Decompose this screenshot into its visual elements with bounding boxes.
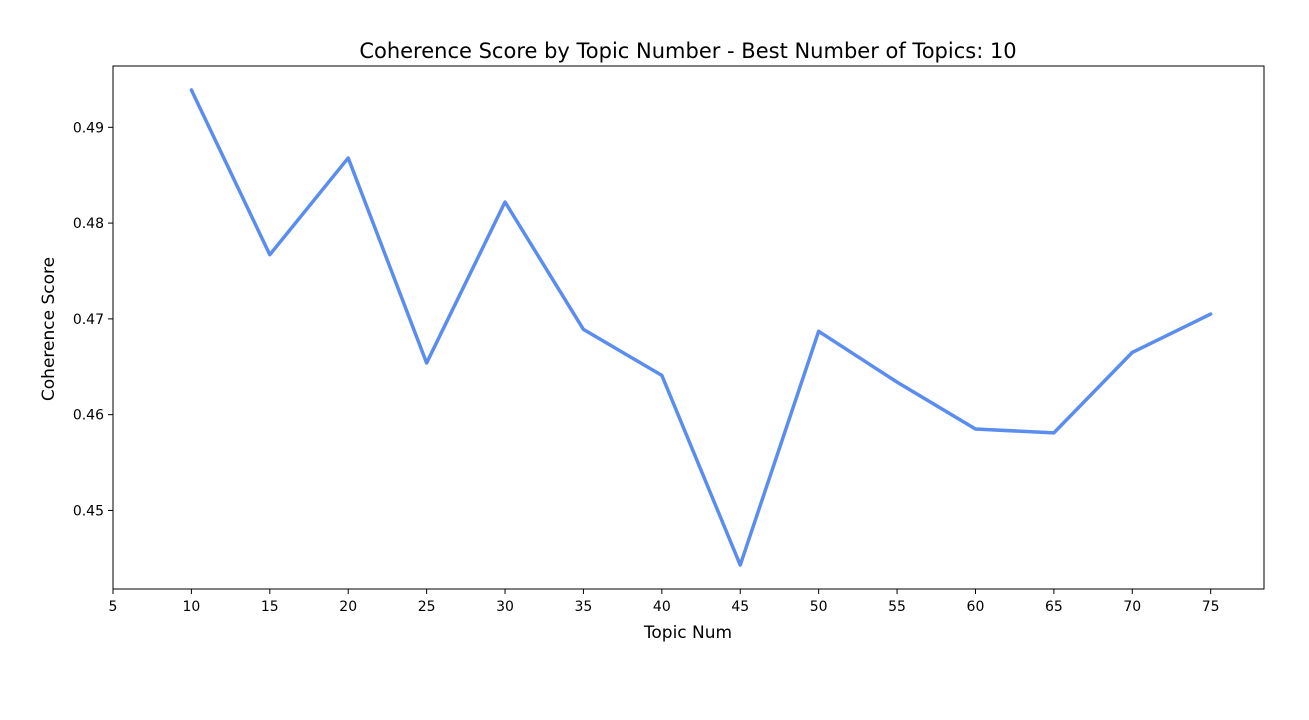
chart-title: Coherence Score by Topic Number - Best N… bbox=[359, 39, 1016, 63]
x-tick-label: 45 bbox=[731, 599, 749, 615]
x-tick-label: 60 bbox=[967, 599, 985, 615]
y-tick-label: 0.46 bbox=[73, 408, 104, 424]
y-tick-label: 0.49 bbox=[73, 120, 104, 136]
x-tick-label: 75 bbox=[1202, 599, 1220, 615]
y-tick-label: 0.45 bbox=[73, 503, 104, 519]
x-tick-label: 55 bbox=[888, 599, 906, 615]
x-tick-label: 65 bbox=[1045, 599, 1063, 615]
x-tick-label: 25 bbox=[418, 599, 436, 615]
y-axis-label: Coherence Score bbox=[39, 257, 59, 401]
x-tick-label: 20 bbox=[339, 599, 357, 615]
x-tick-label: 70 bbox=[1123, 599, 1141, 615]
y-tick-label: 0.48 bbox=[73, 216, 104, 232]
series-line bbox=[189, 88, 1213, 567]
x-tick-label: 30 bbox=[496, 599, 514, 615]
x-axis-label: Topic Num bbox=[643, 623, 732, 643]
x-tick-label: 10 bbox=[182, 599, 200, 615]
plot-frame bbox=[112, 65, 1265, 590]
x-axis-ticks: 5 10 15 20 25 30 35 40 45 50 55 60 65 70 75 bbox=[109, 589, 1220, 615]
y-tick-label: 0.47 bbox=[73, 312, 104, 328]
x-tick-label: 5 bbox=[109, 599, 118, 615]
x-tick-label: 15 bbox=[261, 599, 279, 615]
x-tick-label: 35 bbox=[575, 599, 593, 615]
y-axis-ticks: 0.45 0.46 0.47 0.48 0.49 bbox=[73, 120, 113, 519]
x-tick-label: 40 bbox=[653, 599, 671, 615]
x-tick-label: 50 bbox=[810, 599, 828, 615]
